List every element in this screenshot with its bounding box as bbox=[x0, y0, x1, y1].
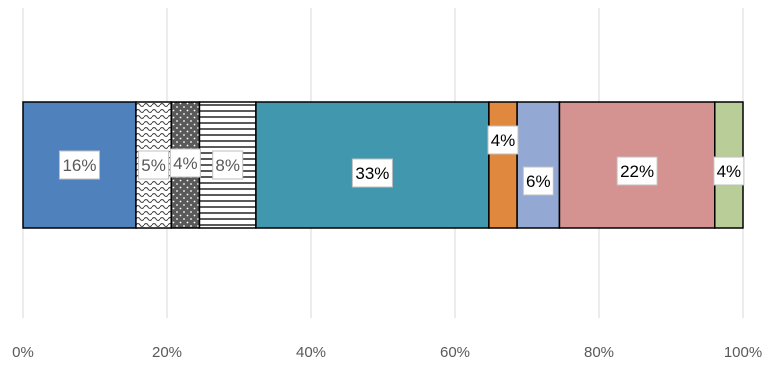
data-label: 5% bbox=[138, 150, 170, 180]
bar-segment bbox=[488, 101, 518, 229]
bar-segment bbox=[22, 101, 137, 229]
x-tick-label: 100% bbox=[724, 344, 762, 361]
data-label-box bbox=[713, 156, 745, 186]
data-label-text: 22% bbox=[620, 162, 654, 181]
data-label: 16% bbox=[58, 150, 100, 180]
data-label: 4% bbox=[713, 156, 745, 186]
data-label-box bbox=[138, 150, 170, 180]
bar-segment bbox=[516, 101, 561, 229]
x-tick-label: 0% bbox=[12, 344, 34, 361]
x-tick-label: 60% bbox=[440, 344, 470, 361]
data-label-text: 4% bbox=[717, 162, 742, 181]
data-label-text: 16% bbox=[62, 156, 96, 175]
x-tick-label: 80% bbox=[584, 344, 614, 361]
data-label: 6% bbox=[522, 166, 554, 196]
data-label-text: 4% bbox=[173, 154, 198, 173]
data-label-text: 6% bbox=[526, 172, 551, 191]
data-label-box bbox=[212, 150, 244, 180]
data-label-box bbox=[58, 150, 100, 180]
data-label: 33% bbox=[351, 158, 393, 188]
x-tick-label: 40% bbox=[296, 344, 326, 361]
data-label-text: 33% bbox=[355, 164, 389, 183]
data-label: 4% bbox=[169, 148, 201, 178]
data-label-box bbox=[169, 148, 201, 178]
data-label-box bbox=[351, 158, 393, 188]
data-labels: 16% 5% 4% 8% 33% 4% 6% 22% 4% bbox=[58, 125, 745, 196]
data-label-text: 5% bbox=[141, 156, 166, 175]
data-label-text: 4% bbox=[491, 131, 516, 150]
data-label-box bbox=[522, 166, 554, 196]
data-label: 8% bbox=[212, 150, 244, 180]
x-tick-label: 20% bbox=[152, 344, 182, 361]
data-label-box bbox=[487, 125, 519, 155]
x-axis-tick-labels: 0% 20% 40% 60% 80% 100% bbox=[12, 344, 762, 361]
data-label: 22% bbox=[616, 156, 658, 186]
data-label: 4% bbox=[487, 125, 519, 155]
data-label-box bbox=[616, 156, 658, 186]
data-label-text: 8% bbox=[215, 156, 240, 175]
